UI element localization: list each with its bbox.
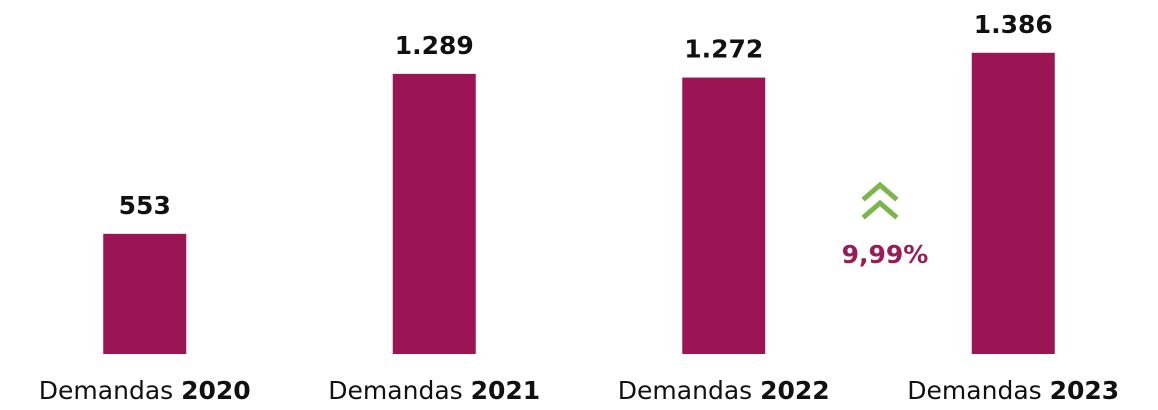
value-label: 553: [119, 191, 171, 220]
x-tick-label: Demandas 2021: [328, 376, 540, 405]
value-label: 1.272: [684, 35, 763, 64]
value-label: 1.289: [395, 31, 474, 60]
bar: [103, 233, 187, 354]
x-tick-label: Demandas 2022: [618, 376, 830, 405]
annotation: 9,99%: [842, 240, 929, 269]
value-label: 1.386: [974, 10, 1053, 39]
bar: [392, 73, 476, 354]
x-tick-label: Demandas 2020: [39, 376, 251, 405]
bar: [971, 52, 1055, 354]
growth-arrow: [861, 181, 899, 220]
x-tick-label: Demandas 2023: [907, 376, 1119, 405]
bar: [682, 77, 766, 354]
